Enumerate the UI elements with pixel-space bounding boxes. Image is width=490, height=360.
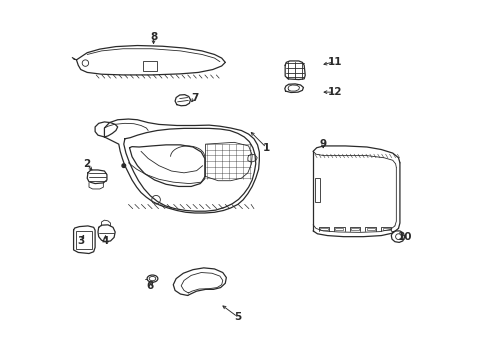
Text: 11: 11: [327, 57, 342, 67]
Text: 2: 2: [83, 159, 90, 169]
Text: 3: 3: [77, 236, 84, 246]
Text: 1: 1: [263, 143, 270, 153]
Text: 8: 8: [150, 32, 157, 41]
Text: 4: 4: [101, 236, 109, 246]
Bar: [383, 228, 390, 230]
Text: 6: 6: [147, 281, 153, 291]
Text: 9: 9: [319, 139, 327, 149]
Text: 12: 12: [327, 87, 342, 97]
Bar: [143, 60, 157, 71]
Bar: [320, 228, 328, 230]
Bar: [367, 228, 375, 230]
Text: 10: 10: [397, 232, 412, 242]
Bar: [335, 228, 343, 230]
Text: 7: 7: [191, 93, 198, 103]
Text: 5: 5: [234, 312, 242, 322]
Circle shape: [122, 164, 125, 167]
Bar: [351, 228, 359, 230]
Bar: [76, 231, 92, 249]
Bar: [315, 178, 320, 202]
